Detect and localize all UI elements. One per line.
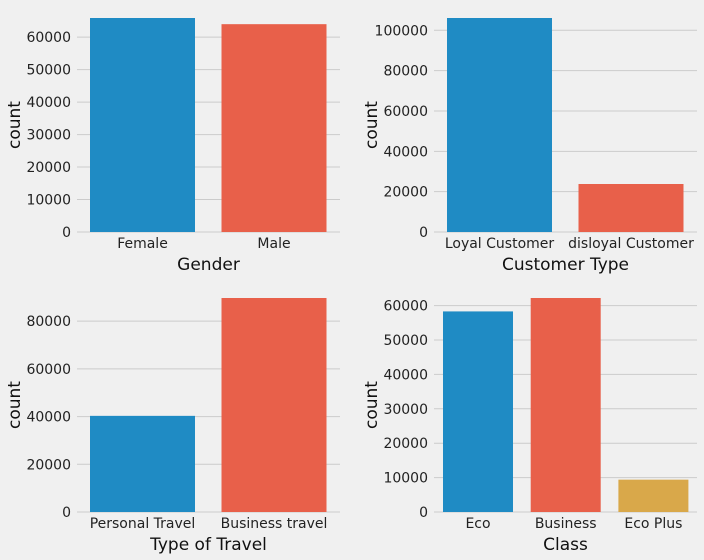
chart-panel-2: 0 20000 40000 60000 80000 100000 Loyal Custome… bbox=[362, 18, 697, 275]
bar-business-travel bbox=[221, 298, 327, 512]
x-tick-label: Business travel bbox=[221, 516, 328, 532]
bar-personal-travel bbox=[90, 415, 195, 512]
y-axis-label: count bbox=[362, 101, 382, 149]
x-tick-label: Business bbox=[535, 516, 597, 532]
y-tick-label: 0 bbox=[62, 225, 71, 241]
bar-male bbox=[221, 24, 327, 233]
x-tick-label: disloyal Customer bbox=[568, 236, 694, 252]
y-tick-label: 20000 bbox=[383, 185, 428, 201]
y-tick-label: 20000 bbox=[383, 436, 428, 452]
y-tick-label: 10000 bbox=[383, 471, 428, 487]
x-axis-label: Type of Travel bbox=[149, 535, 267, 555]
y-tick-label: 40000 bbox=[26, 95, 71, 111]
x-tick-label: Personal Travel bbox=[90, 516, 196, 532]
y-tick-label: 0 bbox=[419, 505, 428, 521]
y-tick-label: 40000 bbox=[26, 410, 71, 426]
y-tick-label: 0 bbox=[419, 225, 428, 241]
y-tick-label: 60000 bbox=[383, 299, 428, 315]
y-axis-label: count bbox=[5, 381, 25, 429]
y-tick-label: 100000 bbox=[375, 23, 428, 39]
y-tick-label: 60000 bbox=[26, 362, 71, 378]
bar-eco-plus bbox=[618, 479, 689, 512]
y-tick-label: 30000 bbox=[383, 402, 428, 418]
y-tick-label: 0 bbox=[62, 505, 71, 521]
y-tick-label: 80000 bbox=[383, 64, 428, 80]
x-tick-label: Eco bbox=[465, 516, 490, 532]
y-tick-label: 80000 bbox=[26, 314, 71, 330]
y-tick-label: 50000 bbox=[26, 63, 71, 79]
bar-eco bbox=[443, 311, 513, 512]
x-tick-label: Male bbox=[257, 236, 290, 252]
chart-panel-4: 0 10000 20000 30000 40000 50000 60000 Eco Busine… bbox=[362, 298, 697, 555]
x-axis-label: Class bbox=[543, 535, 588, 555]
x-axis-label: Customer Type bbox=[502, 255, 629, 275]
y-tick-label: 20000 bbox=[26, 457, 71, 473]
y-tick-label: 50000 bbox=[383, 333, 428, 349]
x-tick-label: Female bbox=[117, 236, 168, 252]
chart-panel-3: 0 20000 40000 60000 80000 Personal Travel Busi… bbox=[5, 298, 340, 555]
y-tick-label: 20000 bbox=[26, 160, 71, 176]
y-tick-label: 40000 bbox=[383, 144, 428, 160]
x-tick-label: Eco Plus bbox=[624, 516, 682, 532]
y-axis-label: count bbox=[5, 101, 25, 149]
y-tick-label: 60000 bbox=[26, 30, 71, 46]
bar-disloyal-customer bbox=[578, 183, 684, 232]
x-axis-label: Gender bbox=[177, 255, 240, 275]
bar-business bbox=[530, 298, 601, 512]
y-tick-label: 30000 bbox=[26, 128, 71, 144]
y-axis-label: count bbox=[362, 381, 382, 429]
chart-panel-1: 0 10000 20000 30000 40000 50000 60000 Female Mal… bbox=[5, 18, 340, 275]
x-tick-label: Loyal Customer bbox=[445, 236, 555, 252]
y-tick-label: 60000 bbox=[383, 104, 428, 120]
bar-female bbox=[90, 18, 195, 232]
y-tick-label: 10000 bbox=[26, 193, 71, 209]
bar-loyal-customer bbox=[447, 18, 552, 232]
y-tick-label: 40000 bbox=[383, 367, 428, 383]
